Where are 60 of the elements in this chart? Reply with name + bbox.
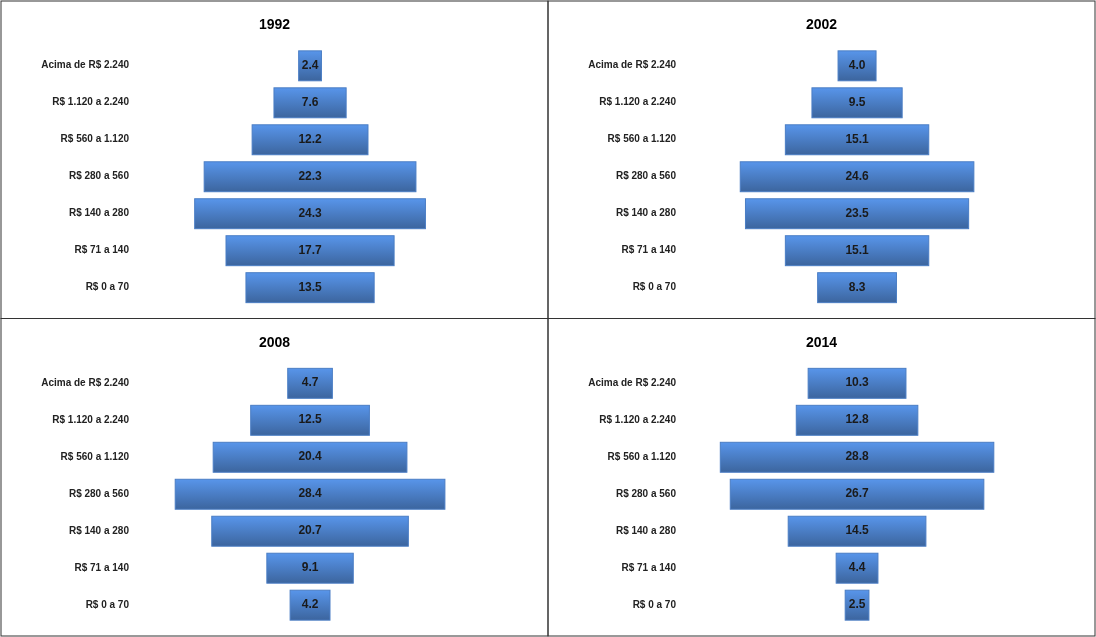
- data-label: 4.0: [848, 58, 866, 72]
- category-label: Acima de R$ 2.240: [41, 376, 130, 388]
- data-label: 7.6: [301, 94, 319, 109]
- data-label: 17.7: [298, 242, 323, 257]
- data-label: 4.7: [301, 375, 319, 390]
- data-label: 13.5: [298, 279, 323, 294]
- data-label: 20.7: [298, 523, 323, 538]
- data-label: 28.4: [298, 486, 323, 501]
- category-label: R$ 140 a 280: [68, 207, 130, 219]
- category-label: R$ 140 a 280: [615, 524, 677, 536]
- text: 2014: [805, 333, 838, 350]
- category-label: R$ 1.120 a 2.240: [599, 96, 677, 108]
- category-label: R$ 0 a 70: [632, 281, 677, 293]
- category-label: R$ 560 a 1.120: [60, 450, 130, 462]
- category-label: R$ 1.120 a 2.240: [52, 96, 130, 108]
- data-label: 9.5: [848, 94, 866, 109]
- data-label: 24.3: [298, 205, 323, 220]
- data-label: 26.7: [845, 486, 870, 501]
- category-label: R$ 71 a 140: [621, 561, 677, 573]
- data-label: 2.4: [301, 58, 319, 72]
- category-label: R$ 1.120 a 2.240: [599, 413, 677, 425]
- data-label: 9.1: [301, 560, 319, 575]
- category-label: R$ 140 a 280: [68, 524, 130, 536]
- data-label: 12.8: [845, 412, 870, 427]
- category-label: R$ 0 a 70: [85, 281, 130, 293]
- category-label: R$ 560 a 1.120: [607, 450, 677, 462]
- category-label: R$ 560 a 1.120: [60, 133, 130, 145]
- category-label: R$ 71 a 140: [74, 561, 130, 573]
- category-label: R$ 0 a 70: [85, 598, 130, 610]
- data-label: 15.1: [845, 242, 870, 257]
- data-label: 8.3: [848, 279, 866, 294]
- data-label: 23.5: [845, 205, 870, 220]
- category-label: R$ 71 a 140: [621, 244, 677, 256]
- category-label: R$ 71 a 140: [74, 244, 130, 256]
- category-label: R$ 280 a 560: [615, 487, 677, 499]
- data-label: 28.8: [845, 449, 870, 464]
- data-label: 4.4: [848, 560, 866, 575]
- text: 1992: [258, 16, 291, 32]
- category-label: R$ 280 a 560: [615, 170, 677, 182]
- category-label: R$ 280 a 560: [68, 487, 130, 499]
- data-label: 14.5: [845, 523, 870, 538]
- category-label: Acima de R$ 2.240: [41, 59, 130, 71]
- category-label: R$ 1.120 a 2.240: [52, 413, 130, 425]
- category-label: Acima de R$ 2.240: [588, 59, 677, 71]
- data-label: 24.6: [845, 168, 870, 183]
- category-label: R$ 140 a 280: [615, 207, 677, 219]
- data-label: 22.3: [298, 168, 323, 183]
- data-label: 10.3: [845, 375, 870, 390]
- category-label: Acima de R$ 2.240: [588, 376, 677, 388]
- text: 2002: [805, 16, 838, 32]
- data-label: 15.1: [845, 131, 870, 146]
- data-label: 20.4: [298, 449, 323, 464]
- data-label: 12.2: [298, 131, 323, 146]
- data-label: 2.5: [848, 597, 866, 612]
- category-label: R$ 560 a 1.120: [607, 133, 677, 145]
- text: 2008: [258, 333, 291, 350]
- data-label: 4.2: [301, 597, 319, 612]
- data-label: 12.5: [298, 412, 323, 427]
- category-label: R$ 0 a 70: [632, 598, 677, 610]
- category-label: R$ 280 a 560: [68, 170, 130, 182]
